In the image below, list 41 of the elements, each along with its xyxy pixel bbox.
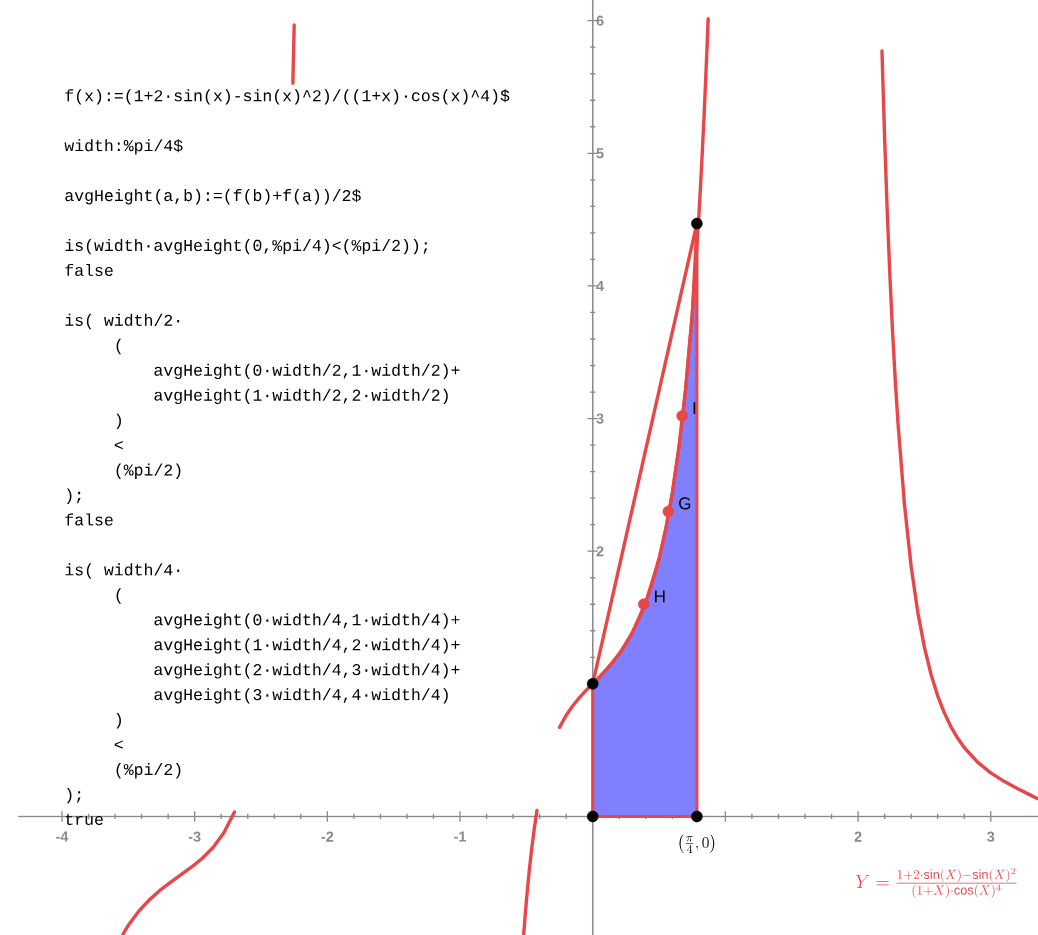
annotation: is(width·avgHeight(0,%pi/4)<(%pi/2));: [65, 238, 428, 255]
annotation: is( width/4·: [65, 563, 180, 579]
y-tick-label: 4: [596, 280, 604, 291]
y-tick-label: 6: [596, 15, 604, 26]
annotation: width:%pi/4$: [64, 138, 183, 155]
annotation: avgHeight(0·width/4,1·width/4)+: [154, 613, 460, 629]
annotation: avgHeight(1·width/4,2·width/4)+: [154, 638, 460, 654]
y-tick-label: 3: [596, 413, 604, 424]
x-tick-label: 2: [854, 831, 862, 842]
annotation: avgHeight(1·width/2,2·width/2): [154, 388, 448, 404]
annotation: $\left(\frac{\pi}{4},0\right)$: [679, 834, 715, 853]
annotation: I: [693, 402, 696, 414]
x-tick-label: -4: [56, 831, 69, 842]
annotation: );: [67, 488, 81, 504]
annotation: (%pi/2): [116, 762, 181, 779]
annotation: );: [67, 787, 81, 804]
annotation: avgHeight(a,b):=(f(b)+f(a))/2$: [65, 188, 361, 205]
annotation: true: [65, 813, 103, 825]
annotation: (: [116, 338, 121, 355]
annotation: is( width/2·: [65, 313, 180, 330]
annotation: G: [679, 497, 691, 510]
x-tick-label: 3: [987, 831, 995, 842]
annotation: ): [116, 712, 121, 729]
annotation: false: [65, 263, 113, 276]
annotation: (%pi/2): [116, 463, 181, 479]
annotation: ): [116, 413, 121, 429]
annotation: (: [116, 588, 121, 604]
annotation: f(x):=(1+2·sin(x)-sin(x)^2)/((1+x)·cos(x)^4)$: [65, 89, 510, 105]
annotation: $Y=\frac{1+2\cdot\mathrm{sin}(X)-\mathrm{sin}(X)^{2}}{(1+X)\cdot\mathrm{cos}(X)^{4}}$: [855, 867, 1017, 898]
annotation: <: [114, 740, 123, 749]
annotation: <: [114, 440, 123, 450]
x-tick-label: -1: [454, 831, 467, 842]
y-tick-label: 2: [596, 546, 604, 557]
annotation: avgHeight(0·width/2,1·width/2)+: [154, 363, 460, 379]
y-tick-label: 5: [596, 148, 604, 159]
annotation: H: [655, 590, 665, 603]
annotation: false: [65, 513, 113, 526]
x-tick-label: -3: [188, 831, 201, 842]
x-tick-label: -2: [321, 831, 334, 842]
annotation: avgHeight(2·width/4,3·width/4)+: [154, 663, 460, 679]
annotation: avgHeight(3·width/4,4·width/4): [154, 688, 448, 704]
